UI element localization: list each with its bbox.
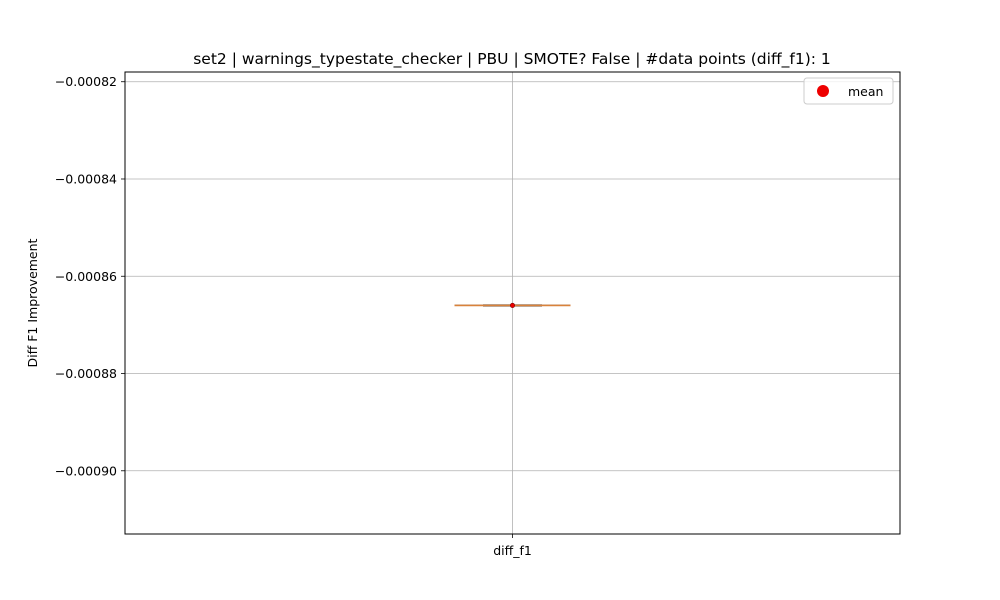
y-tick-label: −0.00082 [55, 74, 117, 89]
legend-box [803, 77, 894, 105]
chart-title: set2 | warnings_typestate_checker | PBU … [193, 50, 831, 69]
legend: mean [803, 77, 894, 105]
plot-area-frame [124, 71, 901, 535]
y-tick-label: −0.00088 [55, 366, 117, 381]
plot-data [454, 302, 571, 308]
legend-mean-marker [817, 85, 829, 97]
x-tick-label: diff_f1 [493, 543, 532, 558]
y-tick-label: −0.00084 [55, 171, 117, 186]
y-tick-label: −0.00090 [55, 463, 117, 478]
legend-mean-label: mean [848, 84, 883, 99]
y-tick-label: −0.00086 [55, 269, 117, 284]
axes: −0.00082 −0.00084 −0.00086 −0.00088 −0.00090… [55, 74, 532, 558]
y-axis-label: Diff F1 Improvement [25, 238, 40, 367]
mean-marker [509, 302, 515, 308]
